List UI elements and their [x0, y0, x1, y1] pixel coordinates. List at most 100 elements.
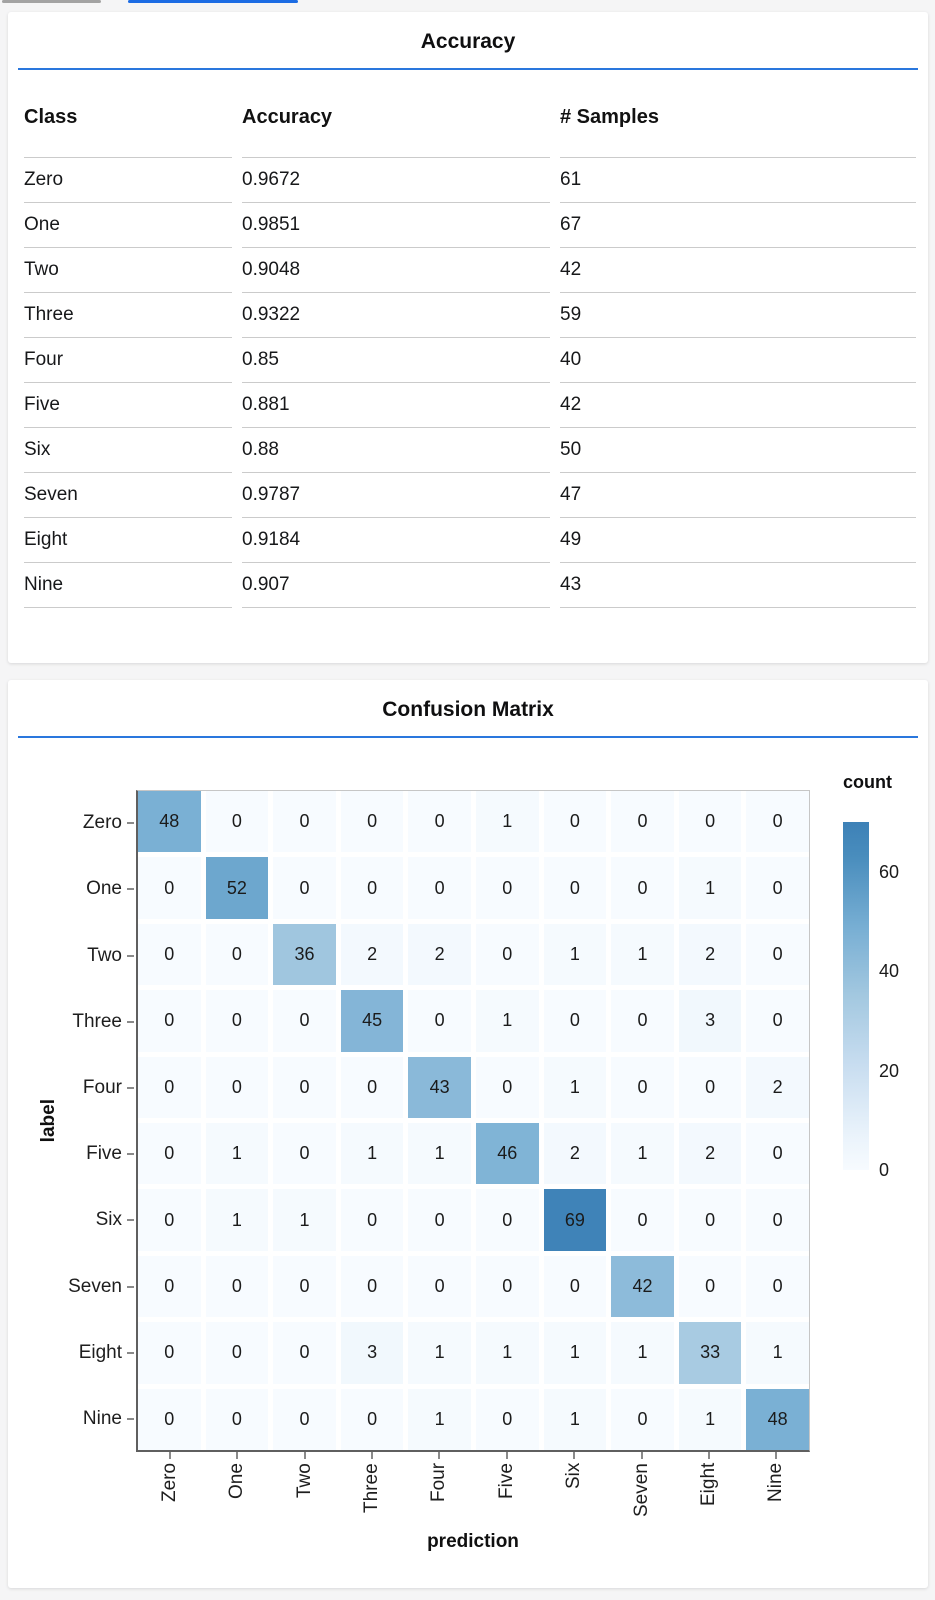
- accuracy-table: Class Accuracy # Samples Zero 0.9672 61 One…: [14, 70, 926, 608]
- heatmap-cell: 1: [746, 1322, 809, 1384]
- heatmap-cell: 0: [678, 1056, 742, 1118]
- column-header-class: Class: [24, 106, 78, 128]
- table-cell: 61: [560, 157, 916, 202]
- table-cell: 0.881: [242, 382, 550, 427]
- table-cell: 59: [560, 292, 916, 337]
- table-row: Five 0.881 42: [24, 382, 916, 427]
- heatmap-cell: 0: [408, 791, 471, 853]
- tab-indicator-active[interactable]: [128, 0, 298, 3]
- heatmap-cell: 1: [543, 1056, 607, 1118]
- heatmap-cell: 2: [678, 1123, 742, 1185]
- x-axis-label: Seven: [608, 1452, 675, 1564]
- heatmap-cell: 2: [678, 923, 742, 986]
- heatmap-cell: 1: [273, 1189, 336, 1251]
- heatmap-cell: 0: [273, 1056, 336, 1118]
- heatmap-cell: 1: [611, 923, 674, 986]
- heatmap-cell: 0: [746, 990, 809, 1052]
- table-cell: Seven: [24, 472, 232, 517]
- table-cell: 42: [560, 247, 916, 292]
- heatmap-cell: 0: [611, 1056, 674, 1118]
- y-axis-label: Six: [8, 1187, 134, 1253]
- heatmap-cell: 0: [678, 791, 742, 853]
- accuracy-title-divider: [18, 68, 918, 70]
- table-cell: 0.85: [242, 337, 550, 382]
- y-axis-label: Nine: [8, 1386, 134, 1452]
- legend-tick-label: 20: [879, 1060, 900, 1081]
- heatmap-cell: 1: [611, 1322, 674, 1384]
- heatmap-cell: 0: [340, 1189, 404, 1251]
- x-axis-title: prediction: [427, 1531, 519, 1552]
- table-row: One 0.9851 67: [24, 202, 916, 247]
- y-axis-label: Four: [8, 1055, 134, 1121]
- heatmap-cell: 0: [273, 791, 336, 853]
- heatmap-cell: 0: [340, 791, 404, 853]
- x-axis-label: Six: [540, 1452, 607, 1564]
- table-cell: 40: [560, 337, 916, 382]
- tab-indicator-inactive[interactable]: [2, 0, 101, 3]
- table-cell: 0.9787: [242, 472, 550, 517]
- x-axis-label: Nine: [743, 1452, 810, 1564]
- heatmap-cell: 1: [475, 990, 539, 1052]
- y-tick-mark: [127, 1219, 134, 1222]
- heatmap-cell: 0: [611, 857, 674, 919]
- heatmap-cell: 0: [408, 1189, 471, 1251]
- heatmap-cell: 3: [678, 990, 742, 1052]
- heatmap-cell: 0: [138, 923, 201, 986]
- heatmap-cell: 0: [746, 1189, 809, 1251]
- heatmap-cell: 0: [408, 990, 471, 1052]
- heatmap-cell: 0: [678, 1189, 742, 1251]
- heatmap-cell: 0: [611, 791, 674, 853]
- heatmap-cell: 0: [138, 1189, 201, 1251]
- heatmap-cell: 0: [611, 990, 674, 1052]
- heatmap-cell: 0: [205, 1322, 269, 1384]
- accuracy-table-header-row: Class Accuracy # Samples: [24, 70, 916, 157]
- heatmap-cell: 2: [340, 923, 404, 986]
- x-axis-label: Eight: [675, 1452, 742, 1564]
- legend-tick-label: 60: [879, 861, 900, 882]
- x-tick-mark: [573, 1452, 576, 1459]
- heatmap-cell: 0: [138, 1255, 201, 1318]
- table-row: Nine 0.907 43: [24, 562, 916, 608]
- x-tick-mark: [438, 1452, 441, 1459]
- table-cell: 43: [560, 562, 916, 608]
- table-cell: 0.9048: [242, 247, 550, 292]
- heatmap-cell: 0: [475, 1189, 539, 1251]
- table-cell: Four: [24, 337, 232, 382]
- heatmap-cell: 0: [746, 791, 809, 853]
- heatmap-cell: 0: [138, 1123, 201, 1185]
- heatmap-cell: 0: [543, 857, 607, 919]
- heatmap-cell: 1: [408, 1123, 471, 1185]
- x-tick-mark: [640, 1452, 643, 1459]
- y-axis-label: Eight: [8, 1320, 134, 1386]
- y-tick-mark: [127, 1020, 134, 1023]
- heatmap-cell: 0: [340, 1255, 404, 1318]
- confusion-title-divider: [18, 736, 918, 738]
- x-axis-label: Five: [473, 1452, 540, 1564]
- x-tick-mark: [303, 1452, 306, 1459]
- heatmap-cell: 0: [746, 1123, 809, 1185]
- heatmap-cell: 0: [205, 791, 269, 853]
- heatmap-cell: 45: [340, 990, 404, 1052]
- heatmap-cell: 0: [475, 1056, 539, 1118]
- table-row: Four 0.85 40: [24, 337, 916, 382]
- table-row: Seven 0.9787 47: [24, 472, 916, 517]
- heatmap-cell: 0: [138, 1388, 201, 1450]
- heatmap-cell: 0: [475, 1255, 539, 1318]
- table-cell: Three: [24, 292, 232, 337]
- y-tick-mark: [127, 1086, 134, 1089]
- heatmap-cell: 1: [543, 1388, 607, 1450]
- legend-title: count: [843, 772, 892, 792]
- table-cell: 0.9672: [242, 157, 550, 202]
- heatmap-cell: 0: [138, 857, 201, 919]
- y-axis-labels: Zero One Two Three Four Five Six Seven Eight Nine: [8, 790, 134, 1452]
- heatmap-cell: 1: [408, 1388, 471, 1450]
- heatmap-cell: 0: [678, 1255, 742, 1318]
- heatmap-cell: 0: [138, 1056, 201, 1118]
- y-tick-mark: [127, 1285, 134, 1288]
- confusion-matrix-heatmap: 48 0 0 0 0 1 0 0 0 0 0 52 0 0 0 0 0 0 1 0 0 0 36 2 2 0 1 1 2 0 0 0 0 45 0 1…: [136, 790, 810, 1452]
- table-cell: 0.907: [242, 562, 550, 608]
- y-tick-mark: [127, 954, 134, 957]
- heatmap-cell: 0: [543, 791, 607, 853]
- heatmap-cell: 0: [408, 1255, 471, 1318]
- heatmap-cell: 43: [408, 1056, 471, 1118]
